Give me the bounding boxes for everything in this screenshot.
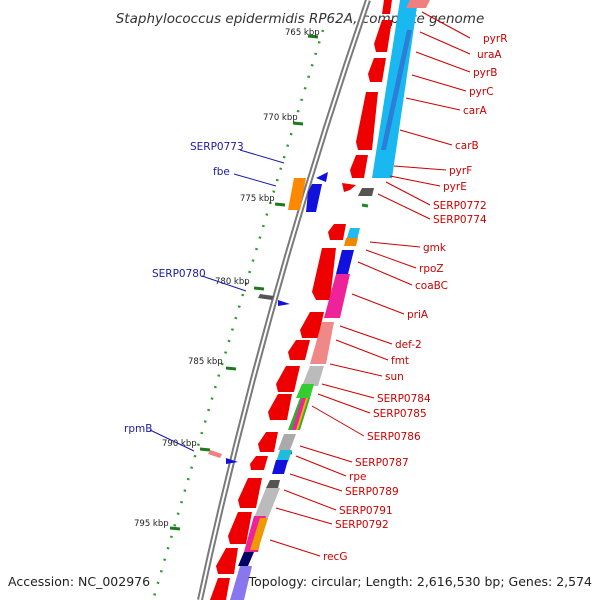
block-blue-2: [272, 460, 288, 474]
block-stripe-3: [296, 398, 308, 430]
gene-priA-arrow: [300, 312, 324, 338]
block-navy-1: [238, 552, 254, 566]
label-carA: carA: [463, 105, 488, 117]
label-rpoZ: rpoZ: [419, 263, 444, 275]
label-SERP0773: SERP0773: [190, 141, 244, 153]
gene-pyrR-arrow: [382, 0, 392, 14]
block-pink-1: [324, 274, 350, 318]
scale-label-785: 785 kbp: [188, 357, 223, 367]
gene-rpe-arrow: [250, 456, 268, 470]
gene-SERP0787-arrow: [258, 432, 278, 452]
block-grey-5: [254, 488, 280, 518]
label-recG: recG: [323, 551, 347, 563]
block-grey-4: [266, 480, 280, 488]
gene-def2-arrow: [288, 340, 310, 360]
scale-label-795: 795 kbp: [134, 519, 169, 529]
label-SERP0792: SERP0792: [335, 519, 389, 531]
label-SERP0780: SERP0780: [152, 268, 206, 280]
block-green-1: [296, 384, 314, 398]
right-leader-lines: [269, 11, 471, 557]
label-carB: carB: [455, 140, 479, 152]
left-leader-lines: [149, 149, 285, 452]
gene-gmk-arrow: [328, 224, 346, 240]
genome-backbone-inner: [199, 0, 369, 600]
gene-SERP0773-arrow: [316, 172, 328, 182]
label-coaBC: coaBC: [415, 280, 448, 292]
label-pyrF: pyrF: [449, 165, 472, 177]
label-SERP0791: SERP0791: [339, 505, 393, 517]
gene-pyrC-arrow: [356, 92, 378, 150]
label-pyrB: pyrB: [473, 67, 497, 79]
gene-rpmB-arrow: [226, 458, 238, 464]
label-rpe: rpe: [349, 471, 366, 483]
label-priA: priA: [407, 309, 429, 321]
scale-label-765: 765 kbp: [285, 28, 320, 38]
label-gmk: gmk: [423, 242, 447, 254]
label-SERP0785: SERP0785: [373, 408, 427, 420]
gene-SERP0780-arrow: [278, 300, 290, 306]
gene-SERP0784-arrow: [268, 394, 292, 420]
label-SERP0786: SERP0786: [367, 431, 421, 443]
label-pyrR: pyrR: [483, 33, 508, 45]
label-pyrE: pyrE: [443, 181, 467, 193]
gene-sun-arrow: [276, 366, 300, 392]
gene-SERP0780-grey: [258, 294, 274, 300]
gene-rpmB-pink: [208, 450, 222, 458]
map-title: Staphylococcus epidermidis RP62A, comple…: [116, 11, 485, 27]
scale-label-775: 775 kbp: [240, 194, 275, 204]
block-grey-3: [278, 434, 296, 450]
gene-SERP0791-arrow: [228, 512, 252, 544]
label-SERP0774: SERP0774: [433, 214, 487, 226]
label-rpmB: rpmB: [124, 423, 152, 435]
label-SERP0789: SERP0789: [345, 486, 399, 498]
gene-recG-arrow: [216, 548, 238, 574]
label-pyrC: pyrC: [469, 86, 494, 98]
block-cyan-3: [276, 450, 292, 462]
block-blue-stripe: [381, 30, 412, 150]
block-pink-top: [406, 0, 430, 8]
block-blue-1: [336, 250, 354, 274]
gene-carA-arrow: [350, 155, 368, 178]
block-salmon-1: [310, 322, 334, 364]
label-uraA: uraA: [477, 49, 502, 61]
label-fbe: fbe: [213, 166, 230, 178]
gene-last-arrow: [210, 578, 230, 600]
scale-label-780: 780 kbp: [215, 277, 250, 287]
gene-SERP0789-arrow: [238, 478, 262, 508]
block-purple-1: [230, 566, 252, 600]
category-blocks: [230, 0, 430, 600]
topology-text: Topology: circular; Length: 2,616,530 bp…: [248, 574, 592, 589]
left-gene-labels: SERP0773 fbe SERP0780 rpmB: [124, 141, 244, 435]
label-sun: sun: [385, 371, 404, 383]
label-def-2: def-2: [395, 339, 422, 351]
right-gene-labels: pyrR uraA pyrB pyrC carA carB pyrF pyrE …: [323, 33, 508, 563]
block-stripe-2: [292, 398, 306, 430]
gene-uraA-arrow: [374, 20, 392, 52]
block-grey-1: [358, 188, 374, 196]
label-SERP0772: SERP0772: [433, 200, 487, 212]
block-orange-1: [344, 238, 358, 246]
gene-coaBC-arrow: [312, 248, 336, 300]
reverse-genes: [208, 172, 328, 464]
label-SERP0784: SERP0784: [377, 393, 431, 405]
scale-arc: [151, 29, 325, 600]
block-orange-2: [250, 518, 268, 550]
gene-pyrF-arrow: [342, 183, 356, 192]
forward-genes: [210, 0, 392, 600]
gene-pyrB-arrow: [368, 58, 386, 82]
gene-fbe-orange: [288, 178, 306, 210]
accession-text: Accession: NC_002976: [8, 574, 150, 589]
gene-fbe-blue: [306, 184, 322, 212]
label-SERP0787: SERP0787: [355, 457, 409, 469]
label-fmt: fmt: [391, 355, 409, 367]
block-grey-2: [302, 366, 324, 386]
scale-ticks: [169, 34, 319, 531]
scale-label-770: 770 kbp: [263, 113, 298, 123]
